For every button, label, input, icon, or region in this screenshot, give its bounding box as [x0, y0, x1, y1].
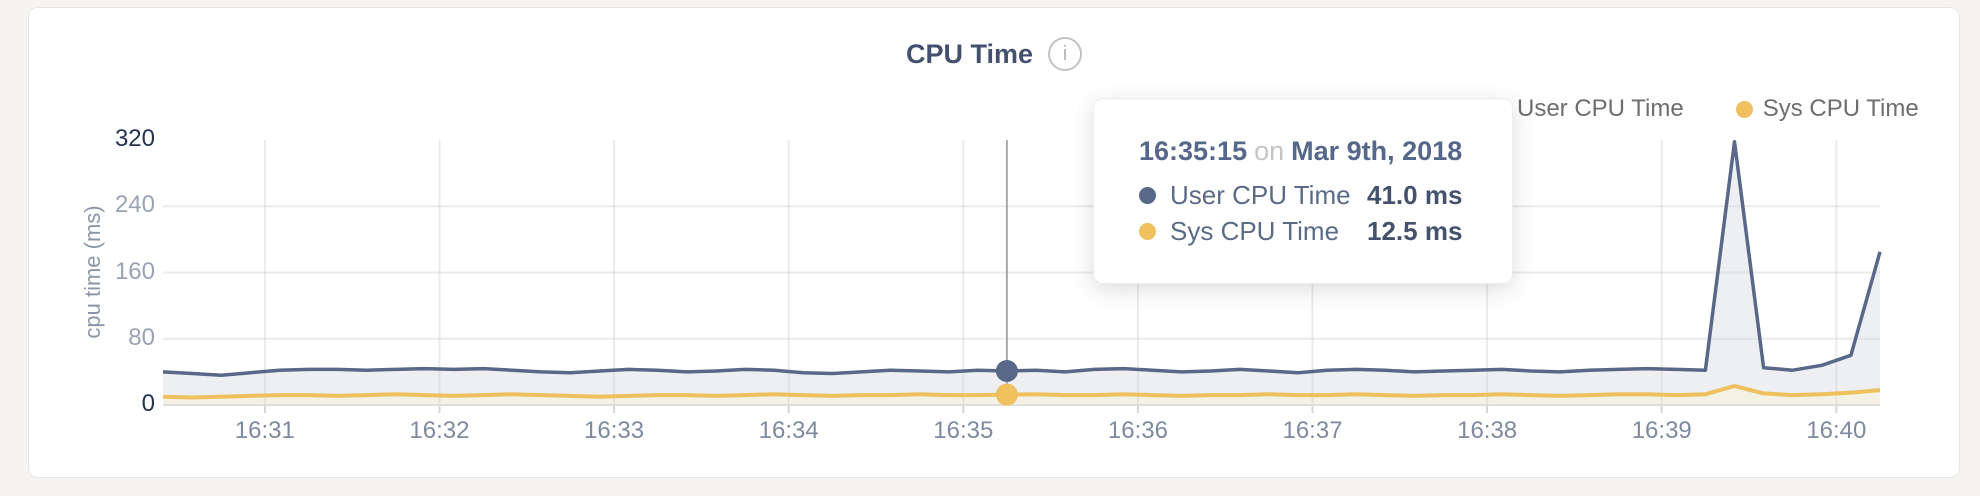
x-tick-label: 16:32: [409, 417, 470, 444]
y-tick-label: 80: [128, 323, 155, 351]
tooltip-date: Mar 9th, 2018: [1291, 136, 1463, 166]
x-tick-label: 16:34: [758, 417, 819, 444]
x-tick-label: 16:40: [1806, 417, 1867, 444]
chart-legend: User CPU Time Sys CPU Time: [1490, 95, 1919, 123]
y-tick-label: 320: [114, 125, 155, 152]
x-tick-label: 16:35: [933, 417, 994, 444]
card-header: CPU Time i: [28, 37, 1960, 71]
tooltip-timestamp: 16:35:15 on Mar 9th, 2018: [1139, 136, 1512, 167]
x-tick-label: 16:38: [1457, 417, 1518, 444]
x-tick-label: 16:37: [1282, 417, 1343, 444]
sys-cpu-dot-icon: [1139, 222, 1156, 240]
tooltip-time: 16:35:15: [1139, 136, 1248, 166]
cpu-time-card: [28, 7, 1960, 478]
tooltip-series-value: 12.5 ms: [1367, 215, 1463, 246]
y-tick-label: 160: [114, 257, 155, 285]
tooltip-row-sys-cpu: Sys CPU Time 12.5 ms: [1139, 213, 1512, 249]
y-tick-label: 0: [141, 390, 155, 417]
info-icon[interactable]: i: [1048, 37, 1083, 71]
x-tick-label: 16:39: [1631, 417, 1692, 444]
x-tick-label: 16:36: [1107, 417, 1168, 444]
x-tick-label: 16:33: [584, 417, 645, 444]
legend-label: Sys CPU Time: [1762, 95, 1919, 122]
legend-item-sys-cpu: Sys CPU Time: [1735, 95, 1919, 123]
legend-label: User CPU Time: [1517, 95, 1684, 122]
tooltip-row-user-cpu: User CPU Time 41.0 ms: [1139, 177, 1512, 213]
y-tick-label: 240: [114, 191, 155, 219]
tooltip-series-label: Sys CPU Time: [1170, 215, 1340, 246]
tooltip-series-value: 41.0 ms: [1367, 179, 1463, 210]
chart-title: CPU Time: [905, 38, 1034, 69]
hover-tooltip: 16:35:15 on Mar 9th, 2018 User CPU Time 41…: [1093, 98, 1513, 284]
tooltip-series-label: User CPU Time: [1170, 179, 1351, 210]
user-cpu-dot-icon: [1139, 186, 1156, 204]
sys-cpu-legend-dot: [1735, 100, 1753, 118]
x-tick-label: 16:31: [234, 417, 295, 444]
tooltip-connector: on: [1254, 136, 1285, 166]
legend-item-user-cpu: User CPU Time: [1490, 95, 1684, 123]
